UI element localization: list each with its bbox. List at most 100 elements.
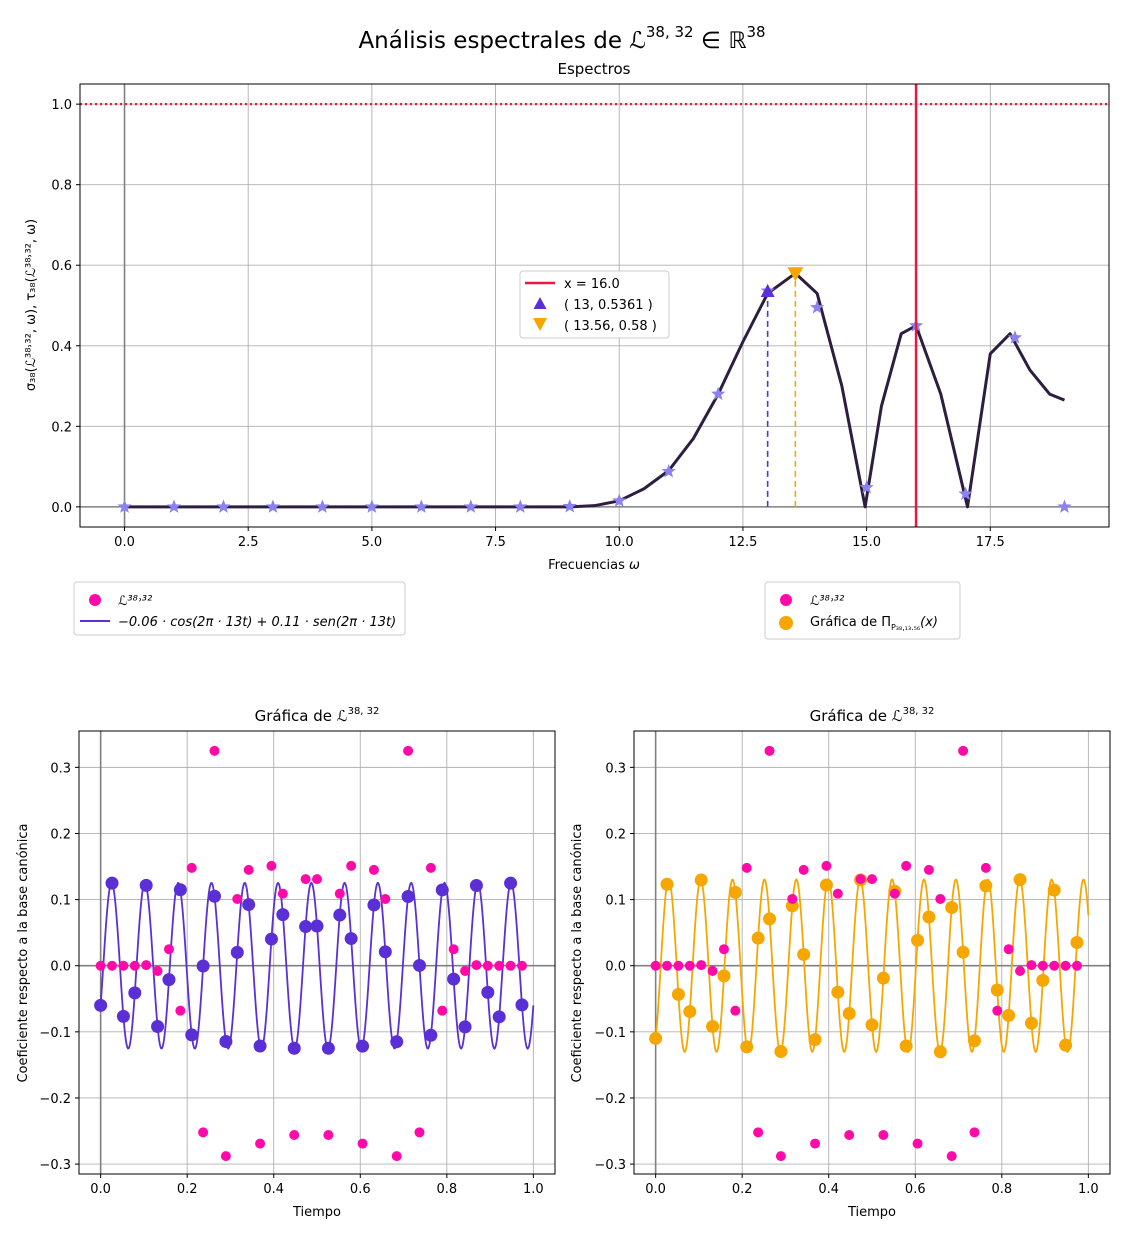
signal-right-data-point — [821, 860, 832, 871]
signal-left-data-point — [209, 745, 220, 756]
signal-right-fit-point — [649, 1031, 663, 1045]
signal-left-ytick-label: 0.1 — [50, 894, 71, 909]
spectrum-xtick-label: 12.5 — [728, 535, 757, 550]
spectrum-xtick-label: 0.0 — [114, 535, 135, 550]
signal-right-frame — [633, 730, 1111, 1175]
signal-right-data-point — [969, 1127, 980, 1138]
spectrum-ticks: 0.0 2.5 5.0 7.5 10.0 12.5 15.0 17.5 0.0 0.2 0.4 0.6… — [51, 98, 1004, 550]
signal-left-data-point — [95, 960, 106, 971]
signal-left-xtick-label: 1.0 — [523, 1182, 544, 1197]
signal-left-fit-point — [128, 986, 142, 1000]
legend-up-triangle-icon — [533, 297, 547, 309]
signal-left-fit-point — [504, 876, 518, 890]
signal-left-fit-point — [151, 1019, 165, 1033]
signal-left-xtick-label: 0.6 — [350, 1182, 371, 1197]
signal-left-ylabel: Coeficiente respecto a la base canónica — [16, 823, 31, 1082]
signal-left-data-point — [516, 960, 527, 971]
signal-right-fit-point — [899, 1039, 913, 1053]
signal-right-ytick-label: −0.3 — [594, 1158, 626, 1173]
signal-right-fit-point — [706, 1019, 720, 1033]
signal-right-panel: Gráfica de ℒ38, 32 0.0 0.2 0.4 0.6 0.8 1.0 −0.… — [570, 706, 1111, 1220]
legend-points-swatch-right — [780, 594, 792, 606]
signal-right-data-point — [889, 888, 900, 899]
signal-left-fit-point — [242, 898, 256, 912]
spectrum-frame — [79, 83, 1110, 528]
signal-left-data-point — [312, 874, 322, 885]
signal-left-fit-point — [116, 1009, 130, 1023]
signal-right-fit-point — [990, 983, 1004, 997]
signal-left-grid — [79, 731, 555, 1174]
legend-up-label: ( 13, 0.5361 ) — [564, 298, 653, 313]
signal-left-fit-point — [230, 945, 244, 959]
signal-right-data-point — [855, 874, 866, 885]
signal-right-fit-point — [1002, 1008, 1016, 1022]
signal-right-data-point — [992, 1005, 1003, 1016]
signal-left-fit-point — [469, 878, 483, 892]
signal-left-data-point — [380, 893, 391, 904]
signal-right-fit-point — [683, 1005, 697, 1019]
signal-left-fit-point — [412, 958, 426, 972]
signal-right-data-point — [901, 860, 912, 871]
signal-left-fit-point — [276, 908, 290, 922]
signal-left-data-point — [357, 1138, 368, 1149]
signal-left-data-point — [403, 745, 414, 756]
signal-left-fit-point — [492, 1010, 506, 1024]
signal-left-fit-point — [105, 876, 119, 890]
signal-right-fit-point — [1036, 973, 1050, 987]
spectrum-ytick-label: 0.0 — [51, 501, 72, 516]
signal-left-data-point — [129, 960, 140, 971]
signal-left-data-point — [118, 960, 129, 971]
signal-right-fit-point — [831, 985, 845, 999]
signal-right-ylabel: Coeficiente respecto a la base canónica — [570, 823, 585, 1082]
signal-right-ticks: 0.0 0.2 0.4 0.6 0.8 1.0 −0.3 −0.2 −0.1 0.0 0.1 0.2 0… — [594, 761, 1098, 1197]
signal-right-data-point — [718, 944, 729, 955]
signal-right-data-point — [707, 966, 718, 977]
signal-right-fit-point — [1013, 873, 1027, 887]
signal-left-data-point — [323, 1129, 334, 1140]
signal-right-data-point — [787, 893, 798, 904]
signal-right-data-point — [958, 745, 969, 756]
signal-right-fit-point — [1070, 936, 1084, 950]
signal-right-fit-point — [945, 900, 959, 914]
signal-left-data-point — [255, 1138, 266, 1149]
signal-left-data-point — [232, 893, 243, 904]
signal-left-fit-point — [447, 972, 461, 986]
signal-right-data-point — [912, 1138, 923, 1149]
signal-right-data-point — [650, 960, 661, 971]
signal-right-data-point — [798, 864, 809, 875]
spectrum-ytick-label: 0.8 — [51, 179, 72, 194]
signal-left-data-point — [368, 864, 379, 875]
signal-right-data-point — [1071, 960, 1082, 971]
signal-right-fit-point — [728, 885, 742, 899]
star-marker — [859, 480, 874, 494]
signal-right-xtick-label: 0.8 — [991, 1182, 1012, 1197]
signal-right-data-point — [832, 888, 843, 899]
legend-points-label-right: ℒ³⁸˒³² — [810, 594, 844, 609]
signal-right-fit-point — [967, 1034, 981, 1048]
signal-left-xtick-label: 0.4 — [263, 1182, 284, 1197]
signal-left-data-point — [425, 862, 436, 873]
signal-left-fit-point — [344, 932, 358, 946]
signal-left-data-point — [277, 888, 288, 899]
signal-right-data-point — [980, 862, 991, 873]
signal-right-data-point — [662, 960, 673, 971]
signal-left-data-point — [482, 960, 493, 971]
signal-right-fit-point — [1059, 1038, 1073, 1052]
star-marker — [1007, 330, 1023, 344]
signal-right-title: Gráfica de ℒ38, 32 — [810, 706, 935, 725]
star-marker — [661, 463, 676, 478]
signal-right-data-point — [775, 1151, 786, 1162]
signal-left-data-point — [346, 860, 357, 871]
signal-left-data-point — [414, 1127, 425, 1138]
signal-right-data-point — [1026, 960, 1037, 971]
star-marker — [166, 499, 182, 513]
signal-right-ytick-label: 0.0 — [605, 960, 626, 975]
signal-right-fit-point — [740, 1040, 754, 1054]
star-marker — [265, 499, 281, 513]
signal-left-frame — [78, 730, 556, 1175]
signal-left-fit-point — [185, 1028, 199, 1042]
signal-right-data-point — [1003, 944, 1014, 955]
marker-down-triangle — [787, 267, 804, 282]
signal-right-fit-point — [1047, 883, 1061, 897]
